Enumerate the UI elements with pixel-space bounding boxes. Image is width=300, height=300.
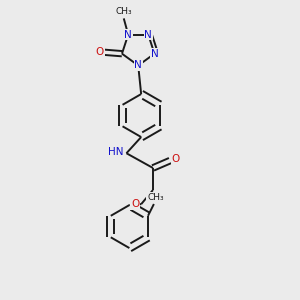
Text: CH₃: CH₃ xyxy=(116,8,132,16)
Text: N: N xyxy=(144,30,152,40)
Text: HN: HN xyxy=(108,147,124,157)
Text: O: O xyxy=(131,199,140,209)
Text: N: N xyxy=(124,30,132,40)
Text: N: N xyxy=(134,61,142,70)
Text: O: O xyxy=(95,46,104,57)
Text: O: O xyxy=(172,154,180,164)
Text: CH₃: CH₃ xyxy=(147,193,164,202)
Text: N: N xyxy=(151,49,158,59)
